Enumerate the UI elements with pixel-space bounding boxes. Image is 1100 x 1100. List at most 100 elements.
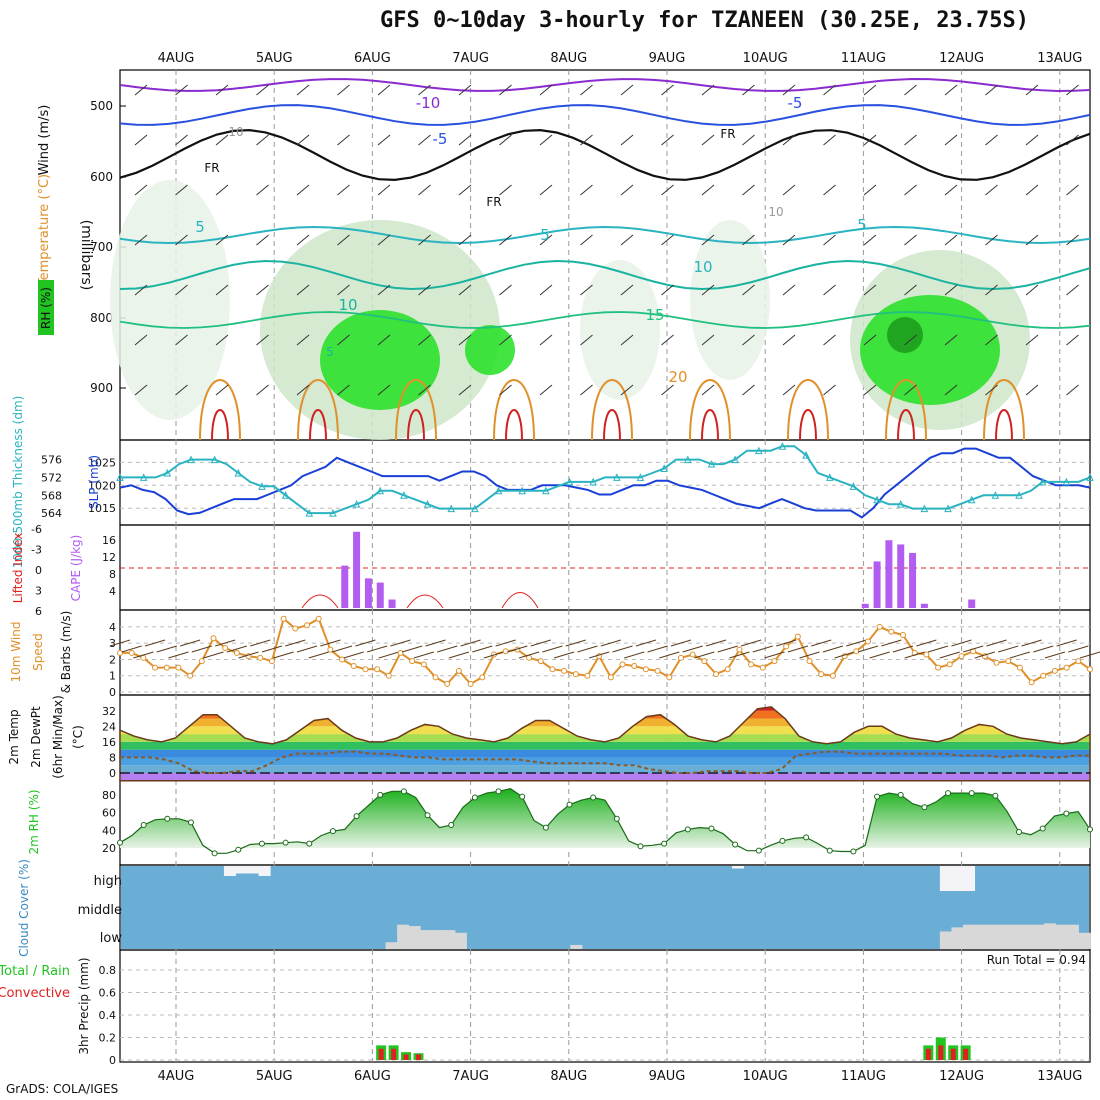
wind-barb	[1025, 384, 1039, 396]
wind-barb	[701, 134, 715, 146]
rh-shading	[110, 180, 230, 420]
surface-wind-barb	[366, 645, 388, 653]
wind-barb	[134, 184, 148, 196]
rh-point	[519, 793, 526, 800]
wind-barb	[782, 84, 796, 96]
surface-wind-barb	[577, 645, 598, 653]
temp-tick-label: 8	[109, 751, 116, 764]
bottom-day-label: 12AUG	[939, 1069, 984, 1084]
wind-barb	[742, 384, 755, 396]
rh-point	[400, 788, 407, 795]
wind-speed-point	[876, 623, 883, 630]
wind-barb	[418, 184, 431, 196]
wind-speed-point	[444, 680, 451, 687]
wind-barb	[782, 234, 796, 246]
surface-wind-barb	[974, 651, 995, 659]
precip-convective-bar	[415, 1054, 421, 1060]
panel-frame-7	[119, 949, 1091, 1063]
temperature-contour	[505, 409, 523, 441]
bottom-day-label: 7AUG	[452, 1069, 489, 1084]
wind-speed-point	[280, 615, 287, 622]
wind-barb	[337, 334, 350, 346]
wind-speed-point	[1087, 666, 1093, 673]
cloud-high-bar	[732, 866, 745, 869]
cloud-background	[121, 866, 1089, 949]
bottom-day-label: 13AUG	[1037, 1069, 1082, 1084]
cape-bar	[909, 552, 917, 608]
bottom-day-label: 4AUG	[158, 1069, 195, 1084]
wind-speed-point	[537, 658, 544, 665]
surface-wind-barb	[495, 639, 516, 647]
surface-wind-barb	[144, 639, 166, 647]
wind-barb	[418, 384, 431, 396]
contour-label: 5	[195, 218, 205, 236]
temperature-contour	[983, 379, 1025, 441]
wind-barb	[985, 134, 998, 146]
temperature-contour	[689, 379, 731, 441]
surface-wind-barb	[589, 651, 610, 659]
wind-speed-point	[315, 615, 322, 622]
cape-bar	[364, 578, 372, 608]
surface-wind-barb	[776, 639, 797, 647]
surface-wind-barb	[448, 651, 470, 659]
rh-point	[566, 801, 573, 808]
wind-barb	[296, 134, 310, 146]
bottom-day-label: 6AUG	[354, 1069, 391, 1084]
temperature-contour	[995, 409, 1013, 441]
surface-wind-barb	[413, 651, 434, 659]
wind-barb	[256, 334, 269, 346]
wind-speed-point	[502, 648, 509, 655]
wind-speed-point	[864, 638, 871, 645]
wind-speed-point	[736, 646, 743, 653]
precip-convective-bar	[963, 1048, 969, 1060]
temperature-contour	[297, 379, 339, 441]
cloud-low-bar	[431, 930, 444, 949]
series-marker	[281, 491, 290, 499]
wind-barb	[944, 284, 958, 296]
series-marker	[683, 455, 692, 464]
wind-barb	[863, 284, 877, 296]
wind-barb	[580, 334, 593, 346]
series-marker	[542, 486, 550, 495]
surface-wind-barb	[892, 645, 914, 653]
wind-barb	[337, 134, 350, 146]
top-day-label: 5AUG	[256, 51, 293, 66]
wind-barb	[985, 284, 998, 296]
rh-point	[164, 815, 171, 822]
precip-convective-bar	[938, 1045, 944, 1060]
surface-wind-barb	[670, 639, 692, 647]
wind-barb	[175, 334, 188, 346]
rh-area	[120, 788, 1090, 848]
surface-wind-barb	[857, 645, 879, 653]
thickness-line	[120, 445, 1091, 515]
temperature-contour	[787, 379, 829, 441]
temperature-contour	[897, 409, 915, 441]
rh-point	[708, 825, 715, 832]
wind-speed-point	[993, 659, 1000, 666]
bottom-day-label: 5AUG	[256, 1069, 293, 1084]
cloud-level-label: middle	[78, 903, 122, 918]
cloud-low-bar	[962, 924, 976, 949]
wind-barb	[620, 284, 634, 296]
rh-shading	[320, 310, 440, 410]
cloud-low-bar	[420, 930, 433, 949]
wind-barb	[539, 134, 553, 146]
wind-barb	[337, 184, 350, 196]
surface-wind-barb	[600, 639, 621, 647]
rh-shading	[580, 260, 660, 400]
surface-wind-barb	[250, 639, 271, 647]
li-line	[406, 594, 444, 609]
freezing-line	[119, 128, 1091, 182]
surface-wind-barb	[1033, 645, 1054, 653]
rh-point	[329, 828, 336, 835]
wind-barb	[337, 234, 350, 246]
bottom-day-label: 9AUG	[649, 1069, 686, 1084]
surface-wind-barb	[133, 651, 154, 659]
rh-point	[1016, 829, 1023, 836]
temperature-contour	[799, 409, 817, 441]
rh-point	[282, 839, 289, 846]
contour-label: 15	[645, 306, 664, 324]
rh-point	[1087, 826, 1093, 833]
surface-wind-barb	[168, 651, 189, 659]
rh-tick-label: 60	[102, 807, 116, 820]
